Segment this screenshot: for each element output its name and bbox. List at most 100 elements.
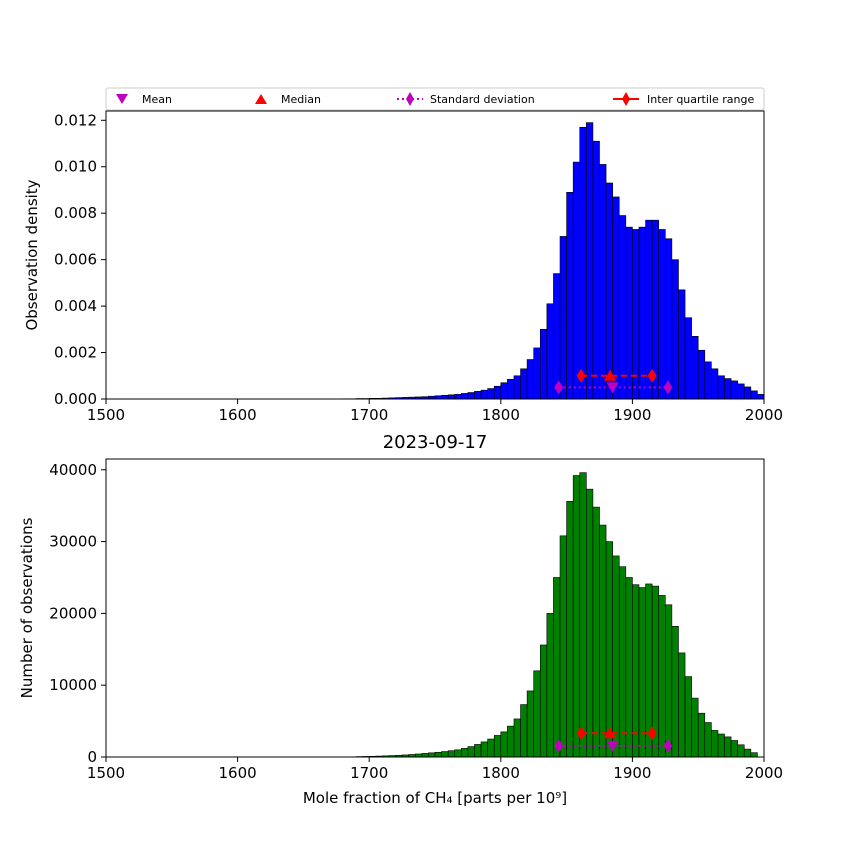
density-bars [342, 122, 765, 400]
histogram-bar [717, 733, 725, 758]
histogram-bar [586, 488, 594, 758]
histogram-bar [467, 392, 475, 400]
histogram-bar [546, 613, 554, 758]
x-tick-label: 1900 [613, 764, 651, 782]
histogram-bar [671, 626, 679, 758]
histogram-bar [533, 347, 541, 400]
histogram-bar [539, 644, 548, 758]
histogram-bar [711, 368, 719, 400]
histogram-bar [493, 735, 502, 758]
histogram-bar [678, 652, 686, 758]
histogram-bar [467, 746, 475, 758]
y-tick-label: 10000 [49, 676, 97, 694]
x-tick-label: 2000 [745, 406, 783, 424]
histogram-bar [605, 182, 613, 400]
histogram-bar [632, 584, 640, 758]
histogram-bar [566, 191, 574, 400]
histogram-bar [487, 738, 495, 758]
histogram-bar [539, 329, 548, 400]
y-tick-label: 30000 [49, 533, 97, 551]
histogram-bar [691, 697, 699, 758]
iqr-high-marker [647, 726, 657, 741]
histogram-bar [566, 501, 574, 758]
std-low-marker [554, 380, 564, 395]
x-tick-label: 1500 [87, 406, 125, 424]
histogram-bar [586, 122, 594, 400]
histogram-bar [605, 541, 613, 758]
histogram-bar [421, 753, 429, 758]
legend-label-std: Standard deviation [430, 93, 535, 106]
histogram-bar [487, 388, 495, 400]
legend-mean-marker-icon [116, 94, 128, 104]
histogram-bar [664, 238, 673, 400]
histogram-bar [697, 349, 706, 400]
legend-iqr-marker-icon [622, 92, 630, 106]
histogram-bar [434, 751, 442, 758]
histogram-bar [592, 140, 600, 400]
histogram-bar [743, 748, 752, 758]
histogram-bar [533, 670, 541, 758]
count-x-axis: 1500 1600 1700 1800 1900 2000 [87, 757, 783, 782]
histogram-bar [750, 752, 758, 758]
mean-marker [606, 740, 619, 752]
histogram-bar [553, 273, 561, 400]
y-tick-label: 0.006 [54, 251, 97, 269]
histogram-bar [493, 385, 502, 400]
median-marker [604, 369, 617, 381]
histogram-bar [612, 555, 620, 758]
histogram-bar [447, 750, 456, 758]
histogram-bar [599, 164, 607, 400]
count-chart-title: 2023-09-17 [383, 432, 488, 453]
histogram-bar [658, 595, 666, 758]
histogram-bar [572, 161, 581, 400]
histogram-bar [461, 748, 469, 758]
histogram-bar [526, 359, 534, 400]
x-tick-label: 1800 [482, 764, 520, 782]
count-y-axis: 0 10000 20000 30000 40000 [49, 461, 106, 766]
legend-item-std: Standard deviation [397, 92, 535, 106]
histogram-bar [618, 215, 627, 400]
histogram-bar [441, 394, 449, 400]
histogram-bar [592, 506, 600, 758]
x-tick-label: 1600 [219, 406, 257, 424]
histogram-bar [671, 259, 679, 400]
histogram-bar [678, 289, 686, 400]
x-tick-label: 1800 [482, 406, 520, 424]
legend-median-marker-icon [255, 94, 267, 104]
mean-marker [606, 382, 619, 394]
histogram-bar [520, 368, 528, 400]
std-high-marker [663, 738, 673, 753]
histogram-bar [428, 752, 436, 758]
histogram-bar [632, 229, 640, 400]
density-x-axis: 1500 1600 1700 1800 1900 2000 [87, 399, 783, 424]
density-plot: 1500 1600 1700 1800 1900 2000 0.000 0.002 0.004… [23, 110, 783, 424]
histogram-bar [638, 226, 646, 400]
iqr-high-marker [647, 368, 657, 383]
histogram-bar [704, 361, 712, 400]
histogram-bar [447, 394, 456, 400]
histogram-bar [559, 535, 567, 758]
histogram-bar [697, 712, 706, 758]
legend-label-iqr: Inter quartile range [647, 93, 754, 106]
legend-label-mean: Mean [142, 93, 172, 106]
histogram-bar [513, 375, 521, 400]
count-plot: 1500 1600 1700 1800 1900 2000 0 10000 20000 3000… [18, 458, 783, 807]
y-tick-label: 40000 [49, 461, 97, 479]
legend-label-median: Median [281, 93, 321, 106]
histogram-bar [579, 126, 587, 400]
legend-item-mean: Mean [116, 93, 172, 106]
histogram-bar [579, 472, 587, 758]
histogram-bar [757, 394, 765, 400]
y-tick-label: 20000 [49, 604, 97, 622]
iqr-low-marker [576, 368, 586, 383]
median-marker [604, 727, 617, 739]
histogram-bar [717, 375, 725, 400]
histogram-bar [612, 196, 620, 400]
x-tick-label: 1700 [350, 406, 388, 424]
y-tick-label: 0.002 [54, 344, 97, 362]
histogram-bar [454, 749, 462, 758]
histogram-bar [480, 389, 488, 400]
x-tick-label: 2000 [745, 764, 783, 782]
std-low-marker [554, 738, 564, 753]
